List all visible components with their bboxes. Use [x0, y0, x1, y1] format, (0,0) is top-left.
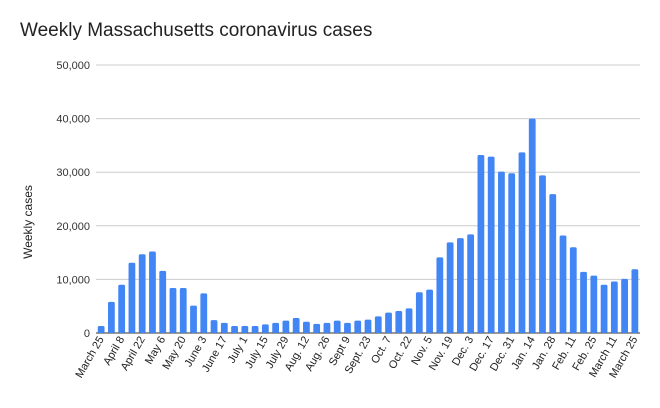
bar	[149, 251, 156, 333]
bar	[518, 152, 526, 333]
y-axis-label: Weekly cases	[21, 185, 35, 259]
bar	[415, 292, 423, 333]
bar	[405, 308, 413, 333]
bar	[385, 312, 392, 333]
bar	[272, 322, 280, 333]
bar	[508, 173, 516, 333]
bar	[590, 275, 598, 333]
bar	[446, 242, 454, 333]
bar	[138, 254, 146, 333]
bar	[610, 281, 618, 333]
bar	[344, 322, 351, 333]
bar	[118, 284, 126, 333]
bar	[128, 262, 136, 333]
bar	[190, 305, 197, 333]
bar	[231, 326, 238, 333]
bar	[108, 301, 115, 333]
bar	[159, 270, 167, 333]
bar	[539, 175, 546, 333]
bar	[631, 269, 639, 333]
y-tick-label: 40,000	[56, 114, 90, 126]
bar	[210, 320, 218, 333]
y-tick-label: 30,000	[56, 167, 90, 179]
bar	[498, 171, 505, 333]
y-tick-label: 20,000	[56, 221, 90, 233]
bar	[323, 322, 331, 333]
bar	[374, 316, 382, 333]
bar	[569, 247, 577, 333]
bar	[477, 155, 485, 333]
bar	[426, 289, 433, 333]
bar	[313, 323, 321, 333]
bar	[354, 320, 362, 333]
bar	[436, 257, 444, 333]
bar	[487, 156, 495, 333]
bar	[251, 326, 259, 333]
y-tick-label: 10,000	[56, 274, 90, 286]
bar	[580, 271, 587, 333]
bar	[282, 320, 290, 333]
bar	[467, 234, 475, 333]
bar	[559, 235, 567, 333]
bar	[456, 238, 464, 333]
chart-title: Weekly Massachusetts coronavirus cases	[20, 20, 373, 41]
bar	[395, 311, 403, 333]
bar	[220, 322, 228, 333]
bar	[261, 324, 269, 333]
bar	[621, 278, 628, 333]
bar	[200, 293, 208, 333]
bar	[292, 317, 300, 333]
bar	[333, 320, 341, 333]
bar	[600, 284, 608, 333]
y-tick-label: 50,000	[56, 60, 90, 72]
bar	[364, 319, 372, 333]
bar	[549, 194, 557, 333]
bar	[241, 326, 249, 333]
bar	[179, 287, 187, 333]
bar	[528, 118, 536, 333]
x-tick-label: March 25	[73, 335, 106, 381]
bar	[97, 326, 105, 333]
bar	[169, 287, 177, 333]
y-tick-label: 0	[84, 328, 90, 340]
bar	[303, 321, 310, 333]
